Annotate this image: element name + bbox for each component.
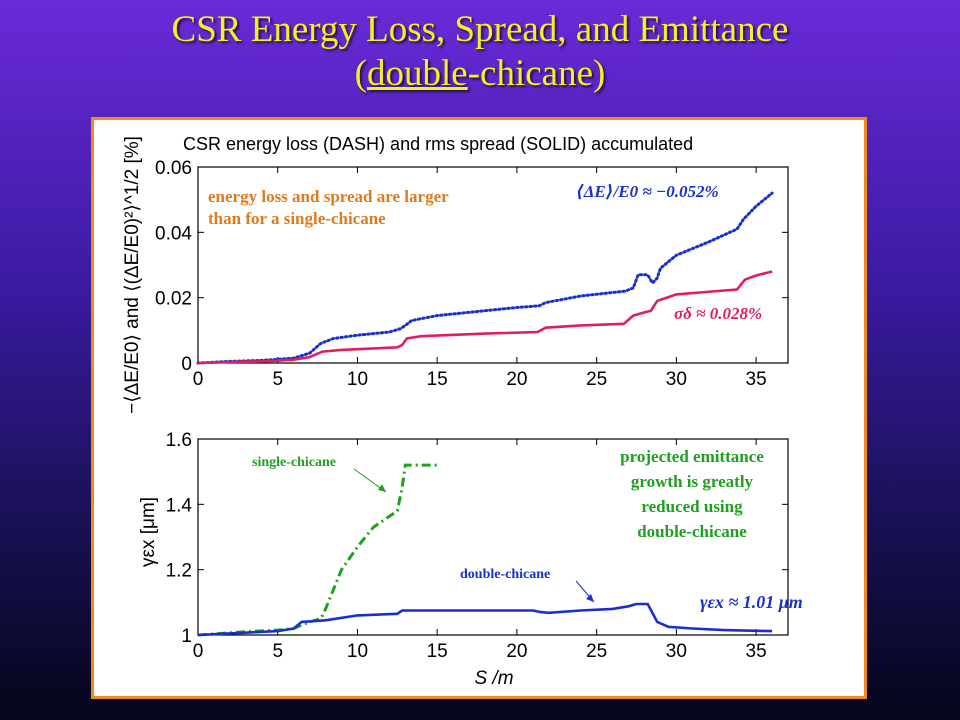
bottom-y-tick-label: 1 bbox=[181, 626, 192, 647]
figure-panel: CSR energy loss (DASH) and rms spread (S… bbox=[91, 117, 867, 699]
top-series-line-1 bbox=[196, 191, 774, 365]
top-chart-title: CSR energy loss (DASH) and rms spread (S… bbox=[183, 134, 693, 154]
single-chicane-arrowhead bbox=[378, 484, 386, 492]
top-x-tick-label: 35 bbox=[746, 369, 767, 390]
bottom-x-tick-label: 35 bbox=[746, 641, 767, 662]
top-x-tick-label: 15 bbox=[427, 369, 448, 390]
single-chicane-label: single-chicane bbox=[252, 455, 336, 470]
bottom-x-axis-label: S /m bbox=[474, 668, 513, 689]
emittance-annotation-line-1: projected emittance bbox=[620, 447, 764, 466]
top-axis-ticks: 0 5 10 15 20 25 30 35 0 0.02 0.04 0.06 bbox=[155, 158, 788, 390]
bottom-y-tick-label: 1.2 bbox=[166, 561, 192, 582]
top-y-tick-label: 0 bbox=[181, 354, 192, 375]
title-underlined-word: double bbox=[367, 53, 468, 94]
top-y-axis-label: −⟨ΔE/E0⟩ and ⟨(ΔE/E0)²⟩^1/2 [%] bbox=[122, 136, 143, 414]
bottom-x-tick-label: 0 bbox=[193, 641, 204, 662]
bottom-plot-frame bbox=[197, 438, 789, 636]
bottom-series-line-1 bbox=[197, 463, 438, 637]
double-chicane-label: double-chicane bbox=[460, 567, 550, 582]
top-x-tick-label: 5 bbox=[272, 369, 283, 390]
top-annotation-line-2: than for a single-chicane bbox=[208, 209, 386, 228]
emittance-annotation-line-4: double-chicane bbox=[637, 522, 747, 541]
bottom-x-tick-label: 20 bbox=[506, 641, 527, 662]
top-annotation-line-1: energy loss and spread are larger bbox=[208, 187, 449, 206]
bottom-x-tick-label: 15 bbox=[427, 641, 448, 662]
top-x-tick-label: 0 bbox=[193, 369, 204, 390]
bottom-y-axis-label: γεx [μm] bbox=[138, 497, 159, 567]
top-y-tick-label: 0.06 bbox=[155, 158, 192, 179]
top-x-tick-label: 30 bbox=[666, 369, 687, 390]
energy-spread-label: σδ ≈ 0.028% bbox=[674, 304, 762, 323]
double-chicane-arrowhead bbox=[586, 594, 594, 602]
slide-title: CSR Energy Loss, Spread, and Emittance (… bbox=[0, 8, 960, 96]
top-series-group bbox=[196, 191, 774, 365]
bottom-x-tick-label: 10 bbox=[347, 641, 368, 662]
charts-svg: CSR energy loss (DASH) and rms spread (S… bbox=[122, 134, 803, 689]
title-line-1: CSR Energy Loss, Spread, and Emittance bbox=[171, 9, 789, 50]
top-y-tick-label: 0.04 bbox=[155, 223, 192, 244]
top-x-tick-label: 10 bbox=[347, 369, 368, 390]
final-emittance-label: γεx ≈ 1.01 μm bbox=[700, 592, 803, 612]
bottom-x-tick-label: 30 bbox=[666, 641, 687, 662]
emittance-annotation-line-2: growth is greatly bbox=[631, 472, 754, 491]
bottom-y-tick-label: 1.6 bbox=[166, 430, 192, 451]
bottom-series-group bbox=[197, 463, 773, 637]
emittance-annotation-line-3: reduced using bbox=[641, 497, 743, 516]
bottom-axis-ticks: 0 5 10 15 20 25 30 35 1 1.2 1.4 1.6 bbox=[166, 430, 788, 662]
top-plot-frame bbox=[197, 166, 789, 364]
bottom-x-tick-label: 25 bbox=[586, 641, 607, 662]
bottom-series-line-2 bbox=[197, 602, 773, 637]
bottom-x-tick-label: 5 bbox=[272, 641, 283, 662]
mean-energy-loss-label: ⟨ΔE⟩/E0 ≈ −0.052% bbox=[576, 182, 719, 201]
bottom-y-tick-label: 1.4 bbox=[166, 495, 193, 516]
top-y-tick-label: 0.02 bbox=[155, 289, 192, 310]
title-line-2: (double-chicane) bbox=[354, 53, 606, 94]
top-series-line-2 bbox=[197, 270, 773, 365]
top-x-tick-label: 25 bbox=[586, 369, 607, 390]
top-x-tick-label: 20 bbox=[506, 369, 527, 390]
